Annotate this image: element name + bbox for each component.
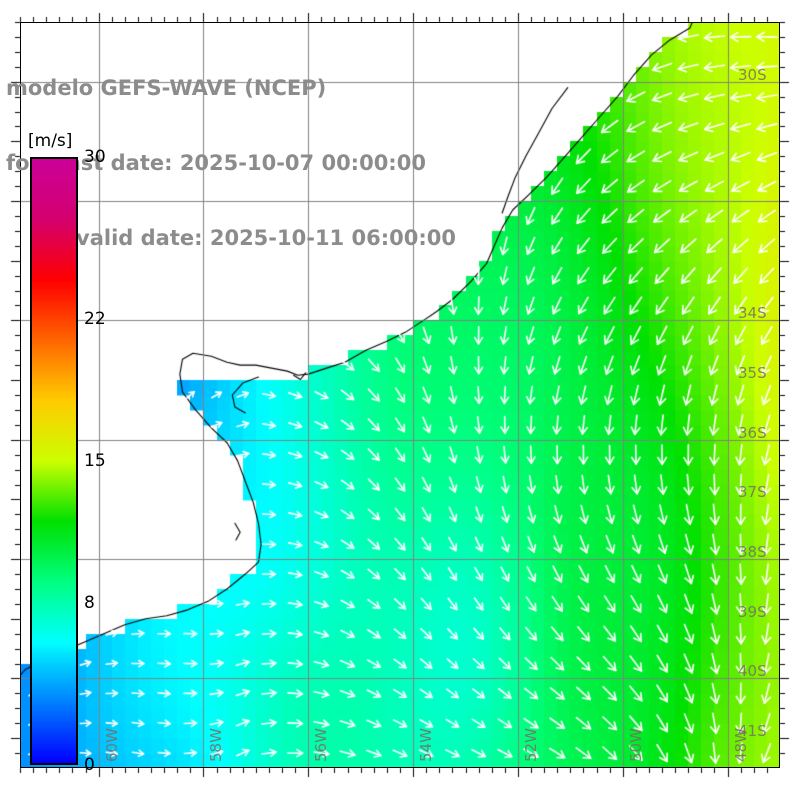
lat-tick-label-40S: 40S [738,662,767,681]
lon-tick-label-56W: 56W [312,728,331,762]
lon-tick-label-60W: 60W [102,728,121,762]
lat-tick-label-35S: 35S [738,364,767,383]
lat-tick-label-39S: 39S [738,602,767,621]
colorbar-unit-label: [m/s] [28,131,73,151]
lon-tick-label-52W: 52W [521,728,540,762]
lat-tick-label-34S: 34S [738,304,767,323]
lat-tick-label-38S: 38S [738,543,767,562]
colorbar-tick-0: 0 [84,755,95,775]
lon-tick-label-58W: 58W [207,728,226,762]
lon-tick-label-50W: 50W [626,728,645,762]
lat-tick-label-41S: 41S [738,722,767,741]
colorbar-gradient [30,157,78,765]
lat-tick-label-36S: 36S [738,423,767,442]
title-block: modelo GEFS-WAVE (NCEP) forecast date: 2… [6,26,526,301]
colorbar-tick-15: 15 [84,451,106,471]
lat-tick-label-37S: 37S [738,483,767,502]
lat-tick-label-30S: 30S [738,65,767,84]
colorbar-tick-30: 30 [84,147,106,167]
colorbar [30,157,78,765]
colorbar-tick-8: 8 [84,592,95,613]
colorbar-tick-22: 22 [84,309,106,330]
valid-date-label: valid date: 2025-10-11 06:00:00 [76,226,456,250]
lon-tick-label-54W: 54W [417,728,436,762]
model-title: modelo GEFS-WAVE (NCEP) [6,76,327,100]
